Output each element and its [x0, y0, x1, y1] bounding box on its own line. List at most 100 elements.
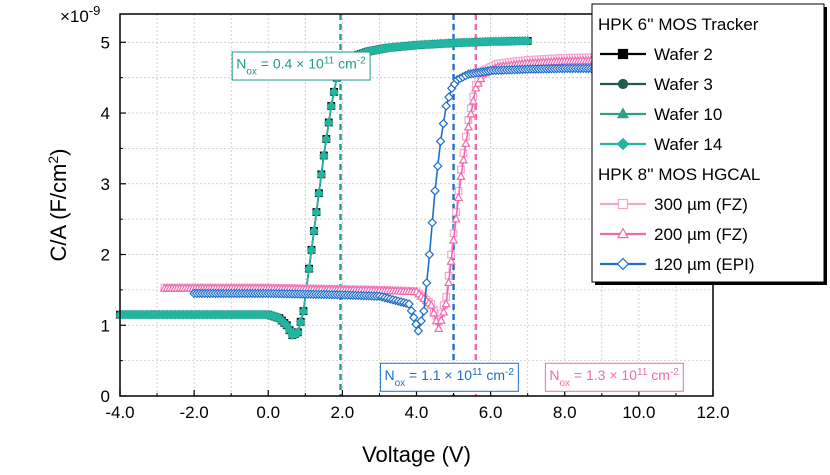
data-point [424, 249, 435, 260]
x-tick-label: 4.0 [405, 403, 429, 422]
data-point [326, 101, 337, 111]
y-tick-label: 0 [101, 387, 110, 406]
data-point [468, 96, 478, 105]
data-point [446, 256, 456, 265]
data-point [439, 307, 449, 316]
data-point [448, 235, 459, 244]
data-point [329, 87, 339, 97]
y-tick-label: 2 [101, 246, 110, 265]
legend-marker [617, 48, 629, 60]
data-point [441, 298, 451, 308]
legend-entry: 200 µm (FZ) [654, 225, 748, 244]
legend-group-title: HPK 6'' MOS Tracker [598, 15, 759, 34]
legend-entry: Wafer 10 [654, 105, 722, 124]
data-point [461, 138, 471, 147]
legend-marker [617, 227, 629, 239]
data-point [438, 118, 449, 129]
legend-entry: Wafer 14 [654, 135, 722, 154]
data-point [323, 117, 334, 128]
legend-marker [617, 198, 629, 210]
data-point [476, 73, 486, 83]
data-point [443, 277, 454, 287]
y-axis-label: C/A (F/cm2) [45, 149, 71, 262]
x-tick-label: 12.0 [696, 403, 729, 422]
data-point [314, 188, 324, 199]
data-point [309, 226, 319, 236]
annotation-text: Nox = 1.3 × 1011 cm-2 [549, 366, 679, 388]
annotation-text: Nox = 1.1 × 1011 cm-2 [384, 366, 514, 388]
y-tick-label: 3 [101, 175, 110, 194]
annotation-text: Nox = 0.4 × 1011 cm-2 [236, 55, 366, 77]
data-point [463, 121, 474, 131]
data-point [416, 316, 426, 326]
data-point [404, 299, 414, 309]
data-point [295, 316, 306, 327]
data-point [419, 306, 429, 316]
y-tick-label: 4 [101, 104, 110, 123]
x-tick-label: 0.0 [256, 403, 280, 422]
data-point [421, 278, 432, 288]
data-point [456, 171, 466, 180]
x-tick-label: 8.0 [553, 403, 577, 422]
series-line [164, 55, 639, 325]
legend-entry: Wafer 3 [654, 75, 713, 94]
data-point [408, 312, 419, 323]
x-axis-label: Voltage (V) [362, 442, 471, 467]
legend-entry: 300 µm (FZ) [654, 195, 748, 214]
legend-group-title: HPK 8'' MOS HGCAL [598, 165, 760, 184]
data-point [319, 150, 329, 161]
legend-marker [617, 107, 629, 119]
data-point [430, 186, 440, 196]
legend: HPK 6'' MOS Tracker Wafer 2 Wafer 3 Wafer 1… [591, 3, 827, 285]
data-point [466, 109, 476, 118]
annotation-box [231, 51, 371, 81]
annotation-nox-6in: Nox = 0.4 × 1011 cm-2 [231, 51, 371, 81]
data-point [306, 244, 317, 255]
data-point [458, 154, 469, 164]
data-point [433, 161, 443, 171]
x-tick-label: 10.0 [622, 403, 655, 422]
legend-marker [617, 78, 629, 90]
data-point [434, 323, 444, 333]
data-point [298, 306, 309, 316]
data-point [321, 134, 332, 144]
y-tick-label: 5 [101, 33, 110, 52]
data-point [522, 36, 533, 46]
x-tick-label: -4.0 [105, 403, 134, 422]
legend-marker [616, 257, 630, 271]
x-tick-label: -2.0 [179, 403, 208, 422]
data-point [451, 213, 461, 223]
data-point [406, 305, 417, 316]
data-point [444, 92, 454, 102]
series-layer [115, 35, 644, 340]
data-point [311, 207, 322, 217]
data-point [429, 308, 439, 317]
legend-entry: Wafer 2 [654, 45, 713, 64]
legend-entry: 120 µm (EPI) [654, 255, 755, 274]
data-point [304, 263, 314, 274]
x-tick-label: 2.0 [331, 403, 355, 422]
annotation-nox-120: Nox = 1.1 × 1011 cm-2 [379, 362, 519, 392]
series-6 [189, 63, 644, 336]
data-point [293, 327, 303, 338]
legend-marker [616, 137, 630, 151]
annotations: Nox = 0.4 × 1011 cm-2 Nox = 1.1 × 1011 cm… [231, 51, 684, 392]
data-point [413, 326, 424, 336]
y-tick-label: 1 [101, 316, 110, 335]
data-point [473, 78, 483, 87]
data-point [441, 101, 451, 111]
data-point [316, 169, 327, 180]
data-point [436, 315, 446, 324]
annotation-nox-200: Nox = 1.3 × 1011 cm-2 [544, 362, 684, 392]
x-tick-label: 6.0 [479, 403, 503, 422]
annotation-box [544, 362, 684, 392]
annotation-box [379, 362, 519, 392]
y-multiplier: ×10-9 [60, 3, 100, 27]
series-3 [115, 36, 533, 340]
data-point [435, 136, 446, 147]
data-point [471, 83, 481, 92]
data-point [426, 300, 436, 309]
data-point [453, 192, 464, 202]
data-point [427, 217, 438, 228]
